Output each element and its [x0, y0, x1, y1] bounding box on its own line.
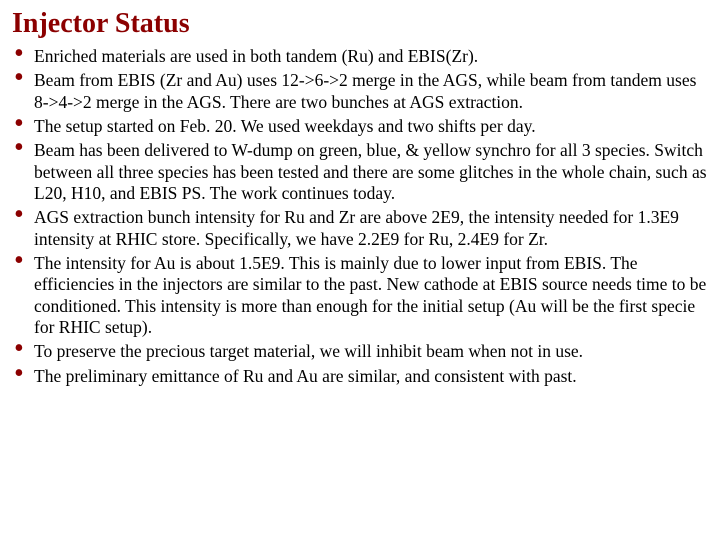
- list-item: AGS extraction bunch intensity for Ru an…: [12, 207, 708, 250]
- list-item: Enriched materials are used in both tand…: [12, 46, 708, 67]
- list-item: The setup started on Feb. 20. We used we…: [12, 116, 708, 137]
- bullet-text: The setup started on Feb. 20. We used we…: [34, 116, 536, 136]
- bullet-list: Enriched materials are used in both tand…: [12, 46, 708, 387]
- bullet-text: Beam from EBIS (Zr and Au) uses 12->6->2…: [34, 70, 696, 111]
- bullet-text: To preserve the precious target material…: [34, 341, 583, 361]
- list-item: The preliminary emittance of Ru and Au a…: [12, 366, 708, 387]
- bullet-text: The intensity for Au is about 1.5E9. Thi…: [34, 253, 706, 337]
- list-item: To preserve the precious target material…: [12, 341, 708, 362]
- list-item: Beam from EBIS (Zr and Au) uses 12->6->2…: [12, 70, 708, 113]
- slide-title: Injector Status: [12, 8, 708, 40]
- bullet-text: Beam has been delivered to W-dump on gre…: [34, 140, 707, 203]
- bullet-text: The preliminary emittance of Ru and Au a…: [34, 366, 577, 386]
- bullet-text: Enriched materials are used in both tand…: [34, 46, 478, 66]
- list-item: Beam has been delivered to W-dump on gre…: [12, 140, 708, 204]
- bullet-text: AGS extraction bunch intensity for Ru an…: [34, 207, 679, 248]
- list-item: The intensity for Au is about 1.5E9. Thi…: [12, 253, 708, 338]
